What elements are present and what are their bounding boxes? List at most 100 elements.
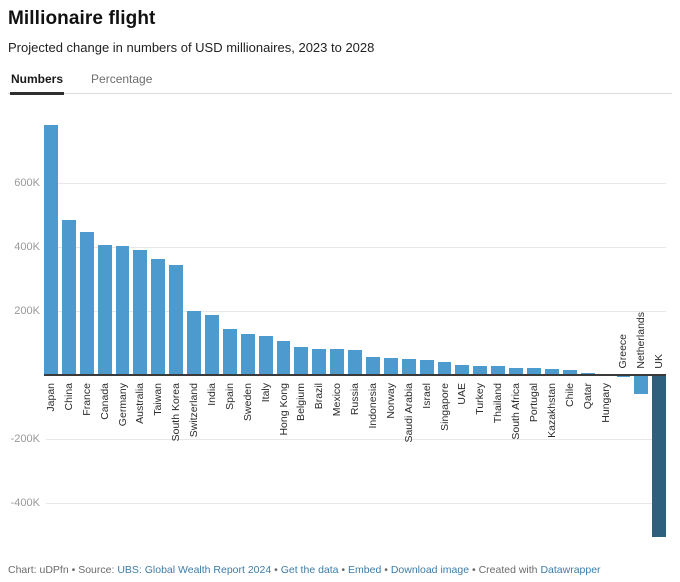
bar-column: Spain	[222, 119, 237, 549]
bar[interactable]	[294, 346, 309, 375]
bar[interactable]	[527, 368, 541, 375]
bar-column: Hong Kong	[276, 119, 291, 549]
bar-label: Thailand	[492, 382, 505, 424]
bar-column: Saudi Arabia	[401, 119, 416, 549]
bar-label: Portugal	[527, 382, 540, 422]
bar-label: Switzerland	[188, 382, 201, 438]
bar[interactable]	[437, 361, 452, 375]
bar[interactable]	[348, 349, 363, 375]
bar-column: Chile	[562, 119, 577, 549]
bar[interactable]	[401, 358, 416, 375]
bar-label: Germany	[116, 382, 129, 426]
y-tick-label: 600K	[14, 176, 40, 189]
bar-column: Thailand	[491, 119, 506, 549]
datawrapper-link[interactable]: Datawrapper	[540, 564, 601, 576]
y-tick-label: -200K	[10, 432, 40, 445]
download-image-link[interactable]: Download image	[390, 564, 470, 576]
bar-column: South Korea	[169, 119, 184, 549]
bar[interactable]	[187, 310, 202, 375]
bar-column: Germany	[115, 119, 130, 549]
created-with-label: Created with	[478, 564, 541, 576]
bar-column: Belgium	[294, 119, 309, 549]
bar-column: India	[205, 119, 219, 549]
bar-column: France	[79, 119, 94, 549]
bar-label: Kazakhstan	[545, 382, 558, 438]
bar[interactable]	[473, 365, 488, 375]
footer: Chart: uDPfn • Source: UBS: Global Wealt…	[8, 564, 601, 576]
bar-label: Japan	[44, 382, 57, 412]
get-the-data-link[interactable]: Get the data	[280, 564, 339, 576]
tab-numbers[interactable]: Numbers	[10, 68, 65, 95]
bar-column: Russia	[348, 119, 363, 549]
bar-column: Switzerland	[187, 119, 202, 549]
page-title: Millionaire flight	[8, 8, 156, 29]
y-tick-label: -400K	[10, 496, 40, 509]
bar-column: Norway	[383, 119, 398, 549]
bar[interactable]	[455, 364, 470, 375]
bar[interactable]	[151, 258, 166, 375]
bar[interactable]	[61, 219, 76, 375]
footer-separator: •	[338, 564, 349, 576]
bar[interactable]	[330, 349, 345, 375]
bar-label: Netherlands	[635, 312, 648, 369]
bar-label: Chile	[563, 382, 576, 407]
bar[interactable]	[222, 328, 237, 375]
bar-column: Israel	[419, 119, 434, 549]
gridline	[46, 502, 666, 504]
footer-attribution: Chart: uDPfn • Source:	[8, 564, 118, 576]
y-tick-label: 400K	[14, 240, 40, 253]
bar[interactable]	[133, 250, 148, 375]
bar-column: Japan	[44, 119, 58, 549]
bar[interactable]	[562, 369, 577, 375]
bar-column: UAE	[455, 119, 470, 549]
bar-label: Hungary	[599, 382, 612, 423]
bar[interactable]	[44, 125, 58, 375]
bar-label: Singapore	[438, 382, 451, 431]
zero-axis-line	[44, 373, 666, 376]
bar[interactable]	[634, 375, 649, 395]
bar-column: Turkey	[473, 119, 488, 549]
source-link[interactable]: UBS: Global Wealth Report 2024	[117, 564, 272, 576]
bar-label: Israel	[420, 382, 433, 409]
bar-column: Italy	[258, 119, 273, 549]
bar[interactable]	[491, 366, 506, 375]
bar-label: Mexico	[331, 382, 344, 417]
bar[interactable]	[383, 357, 398, 375]
footer-separator: •	[381, 564, 391, 576]
bar-label: Hong Kong	[277, 382, 290, 436]
bar-label: Canada	[98, 382, 111, 420]
bar[interactable]	[205, 314, 219, 375]
bar[interactable]	[240, 333, 255, 375]
bar[interactable]	[616, 375, 631, 378]
bar-label: Sweden	[241, 382, 254, 421]
bar[interactable]	[169, 264, 184, 375]
bar-label: Spain	[223, 382, 236, 410]
bar[interactable]	[509, 368, 524, 375]
bar-column: Taiwan	[151, 119, 166, 549]
bar-label: UK	[653, 354, 666, 369]
bar[interactable]	[258, 335, 273, 375]
bar-column: Qatar	[580, 119, 595, 549]
bar-column: Brazil	[312, 119, 327, 549]
bar-column: Netherlands	[634, 119, 649, 549]
chart-subtitle: Projected change in numbers of USD milli…	[8, 40, 375, 55]
bar[interactable]	[97, 244, 112, 375]
bar-label: Russia	[349, 382, 362, 415]
bar-column: South Africa	[509, 119, 524, 549]
bar[interactable]	[544, 369, 559, 375]
bar-label: South Africa	[510, 382, 523, 440]
bar[interactable]	[652, 375, 667, 538]
bar[interactable]	[312, 348, 327, 375]
bar[interactable]	[366, 356, 380, 375]
bar[interactable]	[79, 231, 94, 375]
bar-column: Hungary	[598, 119, 613, 549]
tab-percentage[interactable]: Percentage	[91, 72, 153, 86]
bar[interactable]	[419, 359, 434, 375]
tab-bar: Numbers Percentage	[8, 68, 672, 95]
embed-link[interactable]: Embed	[348, 564, 382, 576]
bar-column: Canada	[97, 119, 112, 549]
bar[interactable]	[276, 340, 291, 375]
bar[interactable]	[115, 245, 130, 375]
bar-column: Singapore	[437, 119, 452, 549]
bar-label: Indonesia	[366, 382, 379, 429]
